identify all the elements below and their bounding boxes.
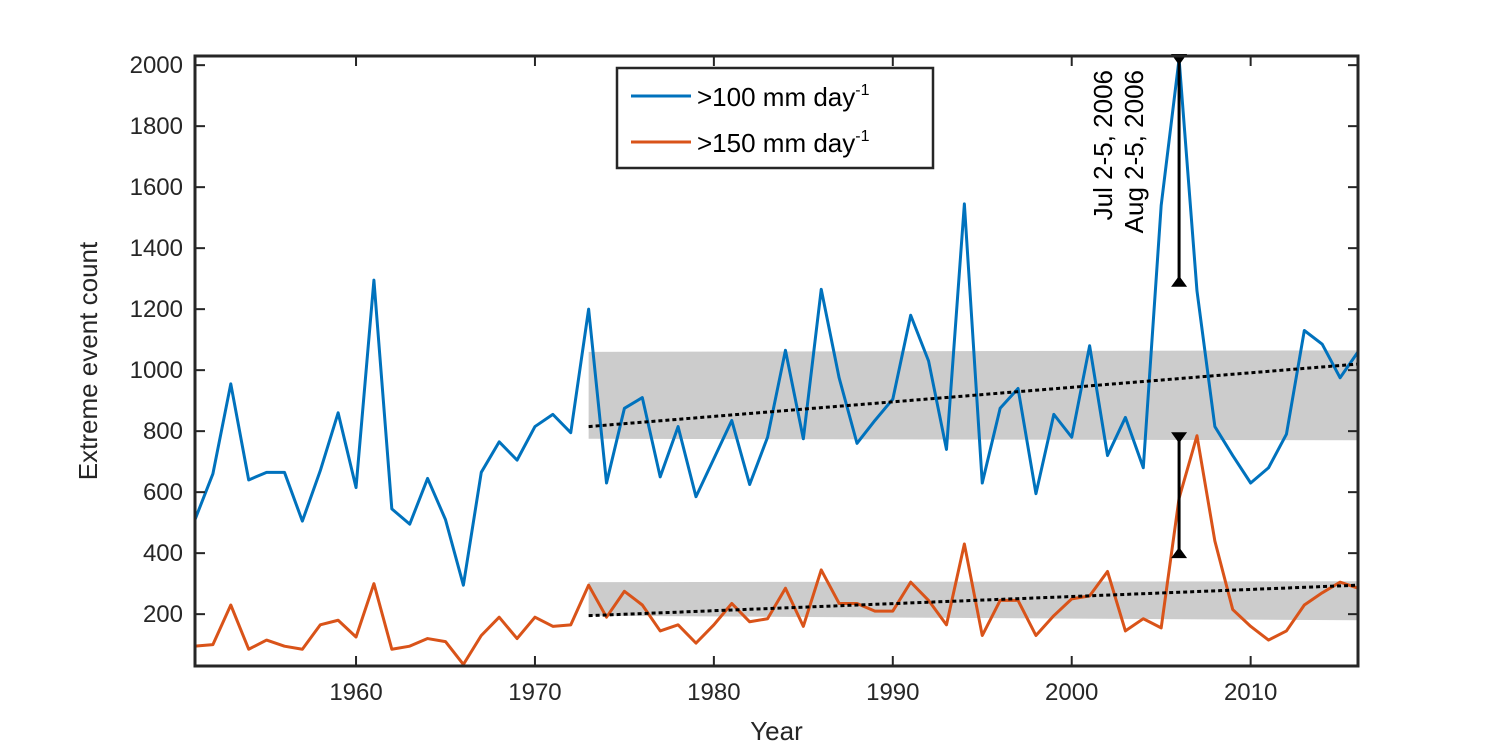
y-axis-ticks: 200 400 600 800 1000 1200 1400 1600 1800 2000 xyxy=(130,52,1358,628)
x-tick-label: 2000 xyxy=(1045,679,1098,706)
trend-bands xyxy=(588,350,1358,621)
x-tick-label: 1980 xyxy=(687,679,740,706)
error-bars xyxy=(1171,54,1188,559)
y-tick-label: 600 xyxy=(143,479,183,506)
x-tick-label: 1960 xyxy=(329,679,382,706)
trend-line-1 xyxy=(588,583,1359,618)
y-tick-label: 200 xyxy=(143,601,183,628)
error-cap-bottom-0 xyxy=(1171,275,1188,287)
error-cap-top-1 xyxy=(1171,432,1188,444)
y-tick-label: 1000 xyxy=(130,357,183,384)
plot-frame xyxy=(193,54,1360,668)
series-line-1 xyxy=(194,434,1359,666)
x-tick-label: 1990 xyxy=(866,679,919,706)
legend-label-150mm: >150 mm day-1 xyxy=(697,128,870,158)
y-tick-label: 1200 xyxy=(130,296,183,323)
annotation-aug: Aug 2-5, 2006 xyxy=(1119,70,1149,233)
legend-box xyxy=(615,66,935,170)
x-axis-ticks: 1960 1970 1980 1990 2000 2010 xyxy=(329,56,1277,706)
trend-line-0 xyxy=(588,362,1359,429)
x-tick-label: 2010 xyxy=(1224,679,1277,706)
y-tick-label: 1800 xyxy=(130,113,183,140)
trend-lines xyxy=(588,362,1359,618)
series-lines xyxy=(193,57,1360,666)
y-tick-label: 1600 xyxy=(130,174,183,201)
legend: >100 mm day-1 >150 mm day-1 xyxy=(615,66,935,170)
y-tick-label: 1400 xyxy=(130,235,183,262)
y-axis-label: Extreme event count xyxy=(73,241,103,480)
x-axis-label: Year xyxy=(750,716,803,746)
y-tick-label: 2000 xyxy=(130,52,183,79)
y-tick-label: 800 xyxy=(143,418,183,445)
annotation-jul: Jul 2-5, 2006 xyxy=(1088,70,1118,220)
legend-label-100mm: >100 mm day-1 xyxy=(697,82,870,112)
series-line-0 xyxy=(193,57,1360,587)
error-cap-bottom-1 xyxy=(1171,547,1188,559)
x-tick-label: 1970 xyxy=(508,679,561,706)
y-tick-label: 400 xyxy=(143,540,183,567)
annotations: Jul 2-5, 2006 Aug 2-5, 2006 xyxy=(1088,70,1149,233)
